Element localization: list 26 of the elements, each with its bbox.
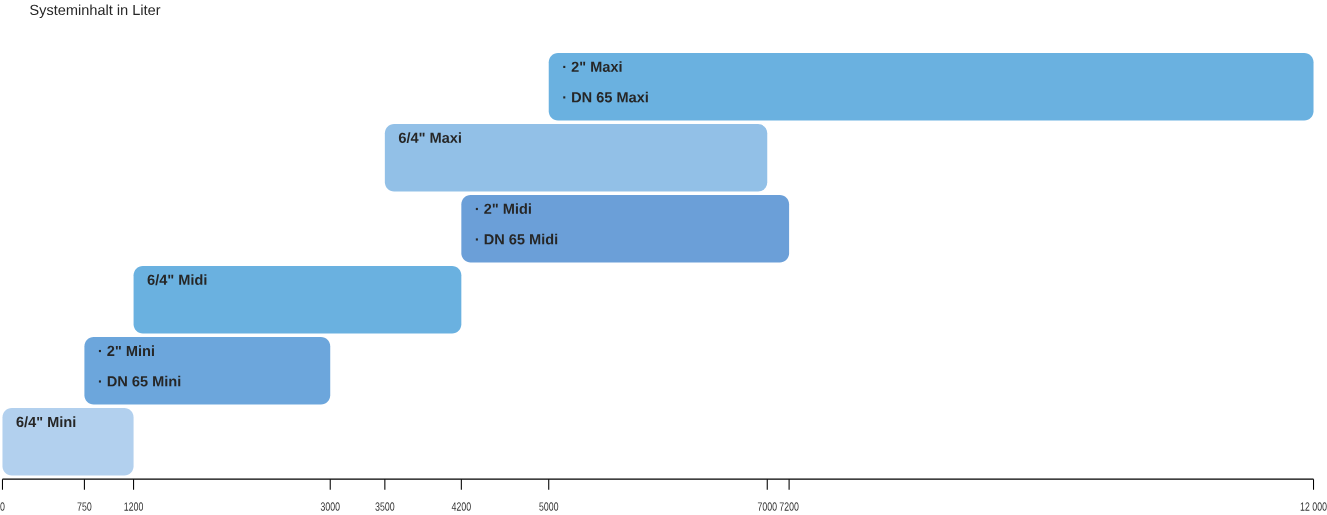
x-tick-label: 3500 — [375, 502, 395, 511]
y-tick-label: · 2" Mini — [98, 345, 154, 356]
x-tick-label: 12 000 — [1300, 502, 1327, 511]
y-tick-label: · 2" Midi — [475, 203, 531, 214]
chart-title: Systeminhalt in Liter — [30, 4, 161, 18]
x-tick-label: 4200 — [451, 502, 471, 511]
bar — [461, 194, 790, 263]
bar — [133, 265, 462, 334]
y-tick-label: · 2" Maxi — [563, 61, 622, 72]
x-tick-label: 3000 — [320, 502, 340, 511]
y-tick-label: 6/4" Midi — [147, 274, 207, 286]
x-tick-label: 1200 — [124, 502, 144, 511]
annotation: · DN 65 Maxi — [563, 91, 648, 103]
x-tick-label: 750 — [77, 502, 92, 511]
annotation: · DN 65 Midi — [475, 233, 558, 245]
x-tick-label: 7000 — [757, 502, 777, 511]
y-tick-label: 6/4" Maxi — [398, 132, 461, 144]
x-tick-label: 5000 — [539, 502, 559, 511]
bar — [384, 123, 768, 192]
bar — [2, 408, 134, 476]
annotation: · DN 65 Mini — [98, 375, 181, 387]
bar — [84, 337, 331, 405]
x-tick-label: 7200 — [779, 502, 799, 511]
y-tick-label: 6/4" Mini — [16, 416, 76, 428]
bar — [548, 52, 1314, 121]
x-tick-label: 0 — [0, 502, 5, 511]
